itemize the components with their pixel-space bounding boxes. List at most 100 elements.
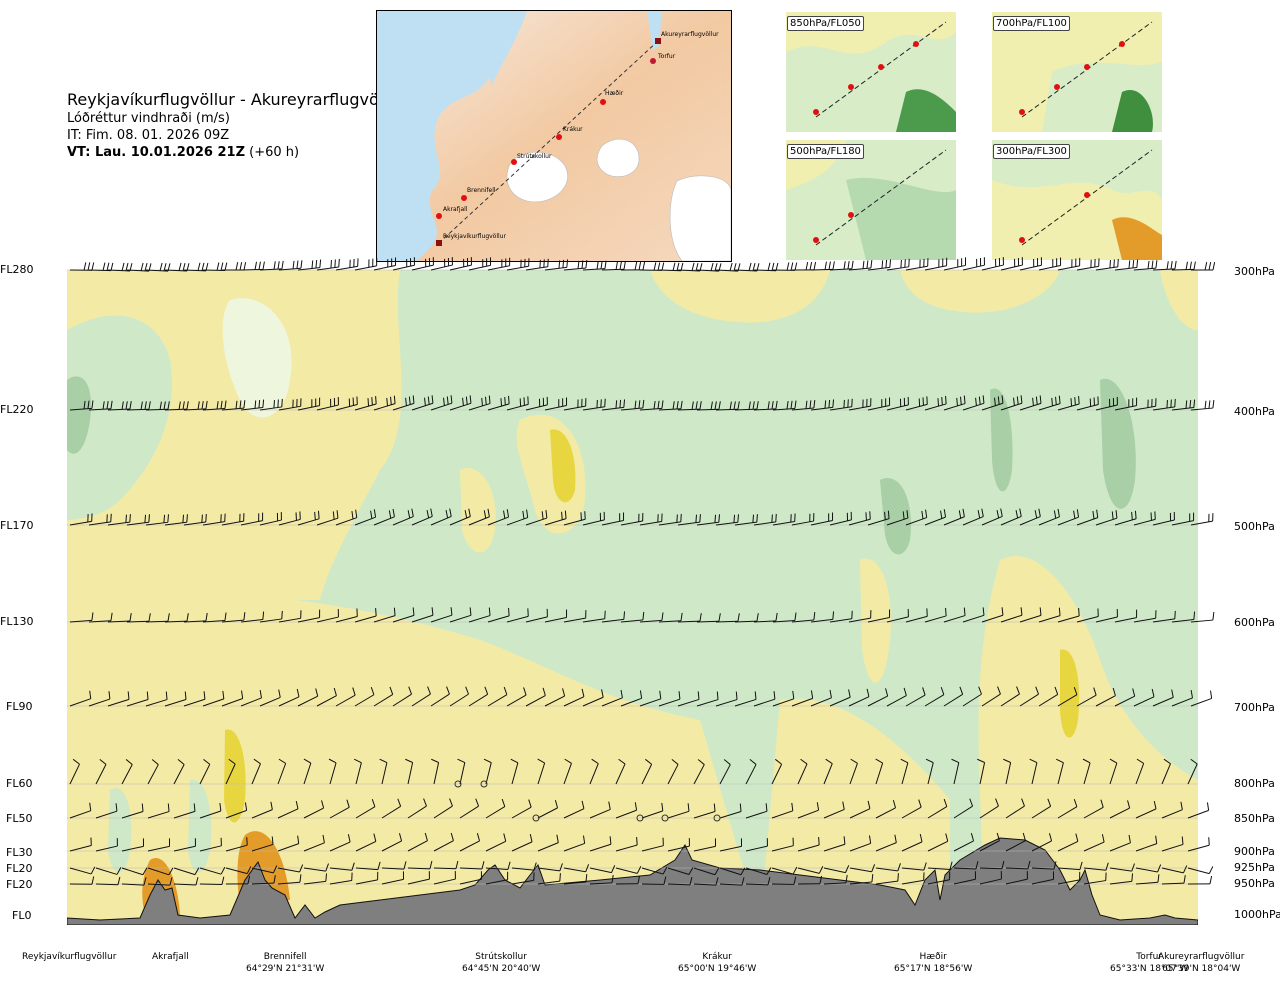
wind-barb <box>485 861 511 870</box>
wind-barb <box>563 835 586 852</box>
wind-barb <box>459 871 482 885</box>
wind-barb <box>1135 758 1145 785</box>
wind-barb <box>147 867 174 876</box>
map-label-krakur: Krákur <box>563 126 583 133</box>
wind-barb <box>107 262 133 272</box>
wind-barb <box>696 613 721 623</box>
field-downdraft-core <box>1100 378 1136 509</box>
wind-barb <box>953 861 979 870</box>
wind-barb <box>251 801 273 819</box>
wind-barb <box>335 509 358 526</box>
fl-label: FL50 <box>6 812 33 825</box>
wind-barb <box>1083 872 1107 885</box>
wind-barb <box>696 262 722 272</box>
wind-barb <box>544 688 566 707</box>
wind-barb <box>924 686 945 707</box>
wind-barb <box>468 508 490 526</box>
wind-barb <box>924 395 947 411</box>
wind-barb <box>1076 687 1097 707</box>
fl-label: FL280 <box>0 263 34 276</box>
wind-barb <box>641 758 653 785</box>
calm-marker <box>480 780 488 788</box>
wind-barb <box>563 260 588 271</box>
location-coord: 64°45'N 20°40'W <box>462 964 541 974</box>
route-title: Reykjavíkurflugvöllur - Akureyrarflugvöl… <box>67 90 405 109</box>
wind-barb <box>430 395 453 411</box>
wind-barb <box>1190 400 1215 411</box>
wind-barb <box>677 401 702 411</box>
wind-barb <box>810 689 832 707</box>
wind-barb <box>221 690 244 707</box>
wind-barb <box>677 262 703 272</box>
fl-label: FL220 <box>0 403 34 416</box>
wind-barb <box>745 803 768 819</box>
map-label-haedir: Hæðir <box>605 90 624 97</box>
wind-barb <box>791 399 816 411</box>
wind-barb <box>829 511 852 526</box>
wind-barb <box>1076 509 1099 526</box>
wind-barb <box>582 689 604 707</box>
wind-barb <box>1114 259 1139 271</box>
wind-barb <box>221 262 247 271</box>
wind-barb <box>658 612 683 623</box>
wind-barb <box>328 758 337 785</box>
location-strutskollur: Strútskollur 64°45'N 20°40'W <box>462 951 540 975</box>
wind-barb <box>297 397 321 411</box>
wind-barb <box>411 607 434 623</box>
wind-barb <box>511 833 533 852</box>
pressure-level-lines <box>67 269 1198 885</box>
wind-barb <box>1152 398 1176 411</box>
field-downdraft-region <box>108 788 132 873</box>
wind-barb <box>392 395 415 411</box>
wind-barb <box>1019 686 1040 707</box>
wind-barb <box>582 260 607 271</box>
wind-barb <box>1076 608 1099 623</box>
wind-barb <box>107 691 130 707</box>
wind-barb <box>979 798 999 819</box>
thumb-700-svg <box>992 12 1162 132</box>
hpa-label: 950hPa <box>1234 877 1275 890</box>
wind-barb <box>392 686 413 707</box>
wind-barb <box>297 609 321 623</box>
wind-barb <box>927 861 953 870</box>
wind-barb <box>667 759 679 785</box>
wind-barb <box>225 875 251 885</box>
fl-label: FL20 <box>6 862 33 875</box>
wind-barb <box>658 513 682 526</box>
wind-barb <box>615 758 626 785</box>
wind-barb <box>485 871 509 885</box>
wind-barb <box>943 395 966 411</box>
wind-barb <box>69 802 92 819</box>
wind-barb <box>251 875 276 885</box>
wind-barb <box>449 686 469 707</box>
wind-barb <box>1095 397 1118 411</box>
wind-barb <box>449 508 471 526</box>
wind-barb <box>719 803 742 819</box>
wind-barb <box>677 691 700 707</box>
wind-barb <box>468 395 491 411</box>
map-label-akureyri: Akureyrarflugvöllur <box>661 31 719 38</box>
wind-barb <box>886 687 907 707</box>
wind-barb <box>407 832 428 852</box>
location-name: Akureyrarflugvöllur <box>1158 952 1245 962</box>
wind-barb <box>430 607 453 623</box>
wind-barb <box>589 874 614 885</box>
wind-barb <box>1000 508 1022 526</box>
wind-barb <box>225 866 252 875</box>
wind-barb <box>797 837 820 852</box>
wind-barb <box>1031 861 1057 870</box>
wind-barb <box>433 860 459 870</box>
wind-barb <box>829 260 854 271</box>
hpa-label: 600hPa <box>1234 616 1275 629</box>
wind-barb <box>582 610 606 623</box>
calm-markers <box>454 780 721 822</box>
wind-barb <box>1019 257 1042 271</box>
wind-barb <box>927 798 948 819</box>
wind-barb <box>483 758 492 785</box>
wind-barb <box>797 875 823 885</box>
field-updraft-region <box>460 468 496 553</box>
wind-barb <box>335 608 358 623</box>
wind-barb <box>433 798 453 819</box>
wind-barb <box>589 758 599 785</box>
wind-barb <box>147 877 173 886</box>
